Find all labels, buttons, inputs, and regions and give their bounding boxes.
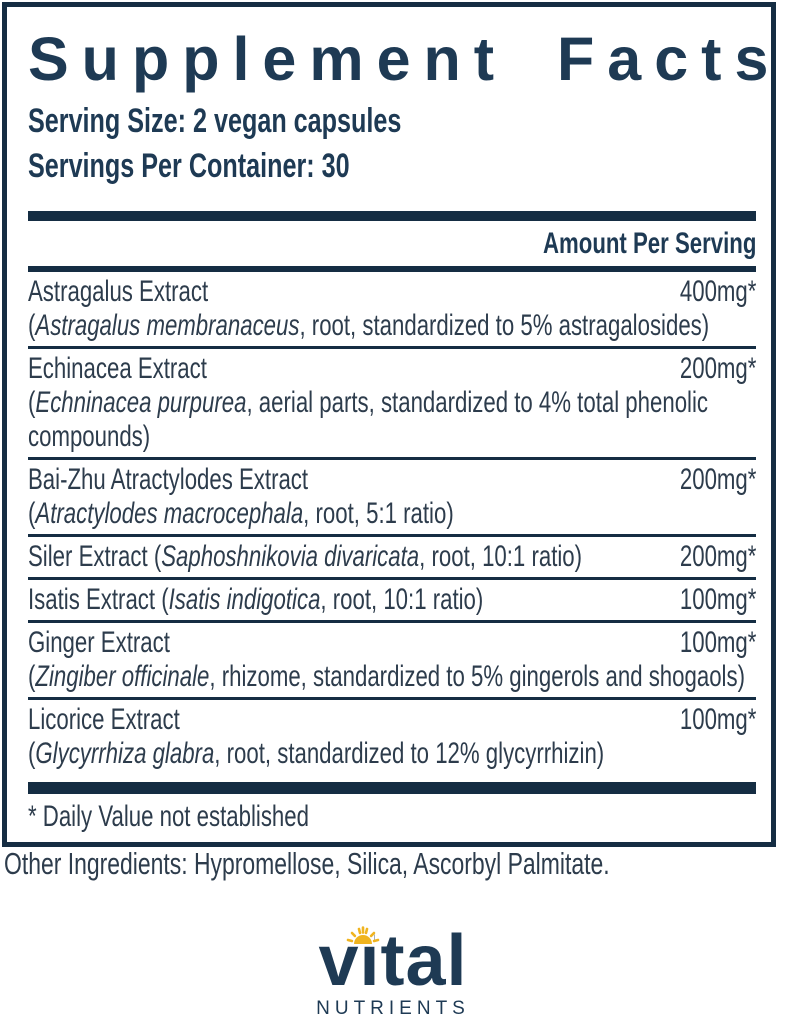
ingredient-amount: 100mg* — [679, 703, 756, 736]
ingredient-detail: (Echninacea purpurea, aerial parts, stan… — [28, 386, 709, 419]
ingredient-detail: compounds) — [28, 420, 151, 453]
ingredient-name: Echinacea Extract — [28, 352, 207, 385]
panel-title: Supplement Facts — [28, 25, 782, 93]
ingredient-name: Ginger Extract — [28, 626, 170, 659]
ingredient-amount: 100mg* — [679, 626, 756, 659]
ingredient-row: Bai-Zhu Atractylodes Extract 200mg* (Atrac… — [28, 457, 756, 534]
other-ingredients: Other Ingredients: Hypromellose, Silica,… — [4, 846, 610, 881]
ingredient-row: Licorice Extract 100mg* (Glycyrrhiza glabr… — [28, 697, 756, 774]
ingredient-rows: Astragalus Extract 400mg* (Astragalus memb… — [28, 272, 756, 774]
brand-name: vital — [318, 924, 467, 998]
header-divider-bar — [28, 211, 756, 221]
ingredient-name: Licorice Extract — [28, 703, 180, 736]
ingredient-amount: 400mg* — [679, 275, 756, 308]
ingredient-row: Isatis Extract (Isatis indigotica, root,… — [28, 577, 756, 620]
ingredient-name: Siler Extract (Saphoshnikovia divaricata… — [28, 540, 583, 573]
ingredient-detail: (Atractylodes macrocephala, root, 5:1 ra… — [28, 497, 454, 530]
ingredient-amount: 200mg* — [679, 463, 756, 496]
ingredient-name: Bai-Zhu Atractylodes Extract — [28, 463, 309, 496]
ingredient-row: Echinacea Extract 200mg* (Echninacea purpu… — [28, 346, 756, 457]
ingredient-detail: (Zingiber officinale, rhizome, standardi… — [28, 660, 745, 693]
ingredient-amount: 200mg* — [679, 540, 756, 573]
ingredient-amount: 200mg* — [679, 352, 756, 385]
footnote-divider-bar — [28, 782, 756, 794]
ingredient-detail: (Astragalus membranaceus, root, standard… — [28, 309, 710, 342]
serving-info: Serving Size: 2 vegan capsules Servings … — [28, 99, 756, 189]
serving-size: Serving Size: 2 vegan capsules — [28, 102, 402, 140]
ingredient-name: Isatis Extract (Isatis indigotica, root,… — [28, 583, 484, 616]
brand-tagline: NUTRIENTS — [316, 998, 470, 1019]
supplement-facts-panel: Supplement Facts Serving Size: 2 vegan c… — [2, 2, 776, 847]
amount-per-serving-header: Amount Per Serving — [28, 221, 756, 272]
ingredient-name: Astragalus Extract — [28, 275, 209, 308]
ingredient-detail: (Glycyrrhiza glabra, root, standardized … — [28, 737, 605, 770]
ingredient-row: Ginger Extract 100mg* (Zingiber officinale… — [28, 620, 756, 697]
ingredient-amount: 100mg* — [679, 583, 756, 616]
daily-value-footnote: * Daily Value not established — [28, 800, 309, 833]
brand-logo: vital NUTRIENTS — [0, 924, 786, 1020]
ingredient-row: Siler Extract (Saphoshnikovia divaricata… — [28, 534, 756, 577]
ingredient-row: Astragalus Extract 400mg* (Astragalus memb… — [28, 272, 756, 346]
servings-per-container: Servings Per Container: 30 — [28, 147, 350, 185]
sun-icon — [347, 926, 380, 944]
